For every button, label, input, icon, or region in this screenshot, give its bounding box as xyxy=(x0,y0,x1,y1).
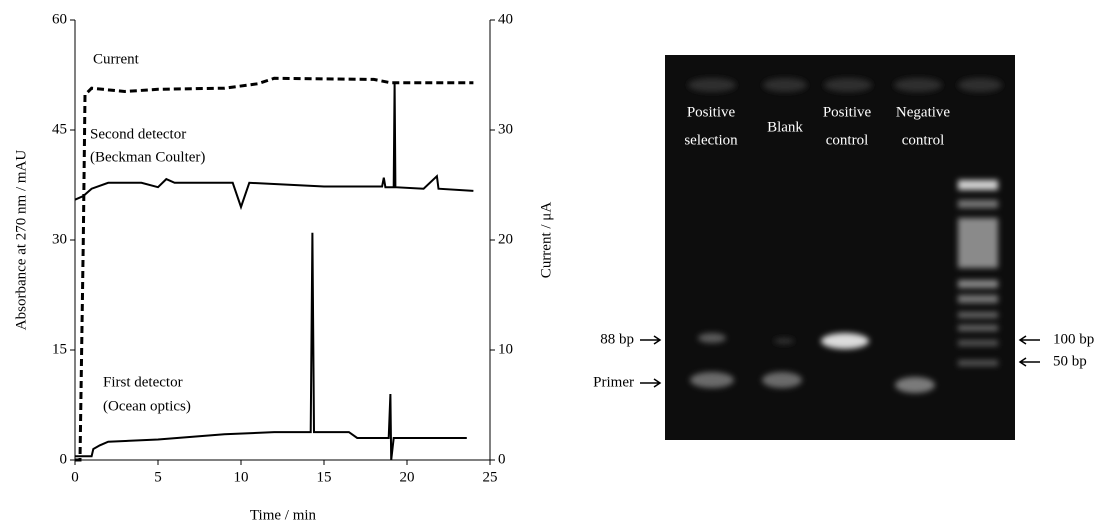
axes xyxy=(74,20,491,461)
annotation: (Beckman Coulter) xyxy=(90,149,205,165)
x-tick-label: 10 xyxy=(234,469,249,485)
y2-tick-label: 0 xyxy=(498,451,506,467)
lane-label: Blank xyxy=(767,119,803,135)
x-tick-label: 25 xyxy=(483,469,498,485)
x-axis-label: Time / min xyxy=(250,507,317,523)
chart: Current Second detector (Beckman Coulter… xyxy=(13,11,554,523)
y-tick-label: 60 xyxy=(52,11,67,27)
y2-tick-label: 20 xyxy=(498,231,513,247)
annotation: Second detector xyxy=(90,126,186,142)
lane-label: control xyxy=(826,132,869,148)
y2-tick-label: 10 xyxy=(498,341,513,357)
marker-label: 88 bp xyxy=(600,331,634,347)
gel-markers: 88 bp Primer 100 bp 50 bp xyxy=(593,331,1094,390)
gel-image: Positive selection Blank Positive contro… xyxy=(665,55,1015,440)
y-tick-label: 15 xyxy=(52,341,67,357)
lane-label: Positive xyxy=(823,104,872,120)
y-tick-label: 30 xyxy=(52,231,67,247)
lane-label: selection xyxy=(684,132,738,148)
marker-label: Primer xyxy=(593,374,634,390)
y2-axis-label: Current / μA xyxy=(538,202,554,279)
x-tick-label: 0 xyxy=(71,469,79,485)
marker-label: 100 bp xyxy=(1053,331,1094,347)
y2-tick-label: 30 xyxy=(498,121,513,137)
lane-label: Negative xyxy=(896,104,950,120)
x-tick-label: 5 xyxy=(154,469,162,485)
lane-label: control xyxy=(902,132,945,148)
annotation: (Ocean optics) xyxy=(103,398,191,414)
y-tick-label: 45 xyxy=(52,121,67,137)
series-line xyxy=(74,81,474,211)
series-line xyxy=(75,76,474,462)
marker-label: 50 bp xyxy=(1053,353,1087,369)
y-tick-label: 0 xyxy=(60,451,68,467)
gel-bands xyxy=(688,78,1002,393)
annotation: First detector xyxy=(103,374,183,390)
arrow xyxy=(640,335,662,388)
series-line xyxy=(75,232,467,461)
x-tick-label: 20 xyxy=(400,469,415,485)
y2-tick-label: 40 xyxy=(498,11,513,27)
lane-label: Positive xyxy=(687,104,736,120)
annotation: Current xyxy=(93,51,140,67)
arrow xyxy=(1018,335,1040,367)
y-axis-label: Absorbance at 270 nm / mAU xyxy=(13,150,29,331)
x-tick-label: 15 xyxy=(317,469,332,485)
